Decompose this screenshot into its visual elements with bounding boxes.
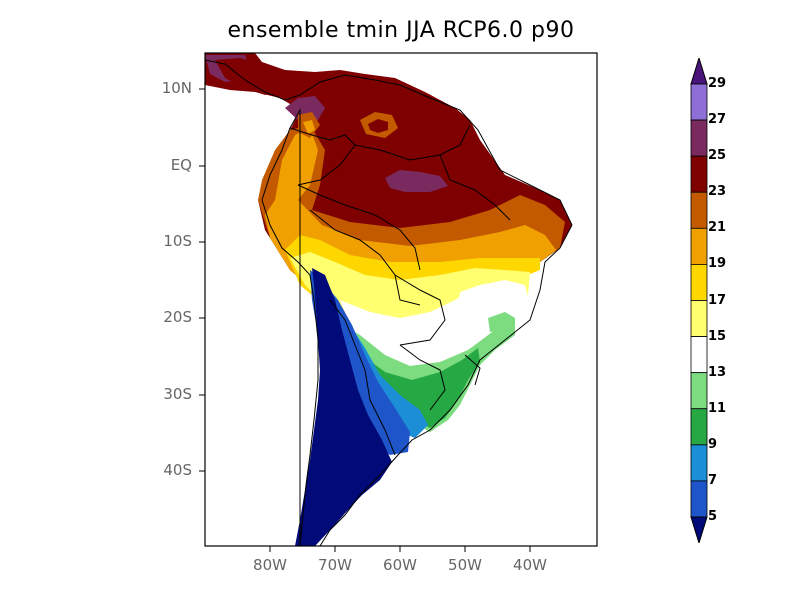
country-border — [394, 274, 446, 346]
colorbar-tick-label: 27 — [708, 112, 727, 128]
country-border — [289, 127, 356, 186]
colorbar-tick-label: 19 — [708, 256, 727, 272]
colorbar — [690, 58, 708, 543]
plot-frame — [204, 52, 598, 547]
lon-label-50w: 50W — [448, 556, 482, 574]
colorbar-tick-label: 13 — [708, 364, 727, 380]
colorbar-top-arrow — [690, 58, 708, 85]
lat-ticks — [199, 88, 205, 472]
contour-9-11-band — [338, 340, 480, 428]
lat-label-40s: 40S — [163, 461, 192, 479]
lon-label-80w: 80W — [253, 556, 287, 574]
colorbar-tick-label: 17 — [708, 292, 727, 308]
contour-25-27-patch — [385, 170, 448, 192]
continent-outline — [261, 74, 573, 547]
lat-label-eq: EQ — [170, 156, 192, 174]
colorbar-tick-label: 21 — [708, 220, 727, 236]
contour-25-27-patch — [285, 96, 325, 122]
colorbar-bottom-arrow — [690, 516, 708, 543]
colorbar-swatch — [690, 264, 708, 301]
country-border — [329, 299, 396, 456]
colorbar-tick-label: 23 — [708, 184, 727, 200]
colorbar-tick-label: 25 — [708, 148, 727, 164]
contour-23-25-patch — [215, 58, 278, 95]
temperature-field — [205, 53, 572, 546]
contour-11-13-patch — [488, 312, 515, 332]
central-america-outline — [204, 59, 301, 101]
country-border — [297, 184, 421, 271]
lat-label-10n: 10N — [161, 79, 192, 97]
country-borders — [204, 59, 573, 547]
lon-label-60w: 60W — [383, 556, 417, 574]
colorbar-swatch — [690, 83, 708, 121]
colorbar-swatch — [690, 480, 708, 518]
lon-label-70w: 70W — [318, 556, 352, 574]
colorbar-swatch — [690, 155, 708, 193]
colorbar-swatch — [690, 119, 708, 157]
country-border — [309, 209, 421, 306]
contour-19-21-patch — [303, 120, 315, 134]
contour-11-13-band — [335, 318, 515, 432]
colorbar-swatch — [690, 300, 708, 337]
colorbar-tick-label: 11 — [708, 400, 727, 416]
colorbar-swatch — [690, 372, 708, 410]
colorbar-swatch — [690, 336, 708, 374]
colorbar-swatch — [690, 191, 708, 229]
contour-23-25-patch — [368, 119, 388, 133]
colorbar-swatch — [690, 227, 708, 265]
colorbar-tick-label: 15 — [708, 328, 727, 344]
lat-label-30s: 30S — [163, 385, 192, 403]
colorbar-tick-label: 29 — [708, 76, 727, 91]
colorbar-swatch — [690, 408, 708, 446]
lon-ticks — [269, 546, 531, 552]
colorbar-swatch — [690, 444, 708, 482]
country-border — [464, 354, 481, 386]
country-border — [399, 344, 446, 411]
colorbar-tick-label: 5 — [708, 509, 718, 524]
contour-below-5-band — [295, 268, 392, 546]
country-border — [354, 124, 471, 161]
lat-label-10s: 10S — [163, 232, 192, 250]
map-title: ensemble tmin JJA RCP6.0 p90 — [227, 18, 575, 43]
lon-label-40w: 40W — [513, 556, 547, 574]
lat-label-20s: 20S — [163, 308, 192, 326]
colorbar-tick-label: 9 — [708, 436, 718, 452]
country-border — [439, 154, 511, 221]
colorbar-tick-label: 7 — [708, 472, 718, 488]
